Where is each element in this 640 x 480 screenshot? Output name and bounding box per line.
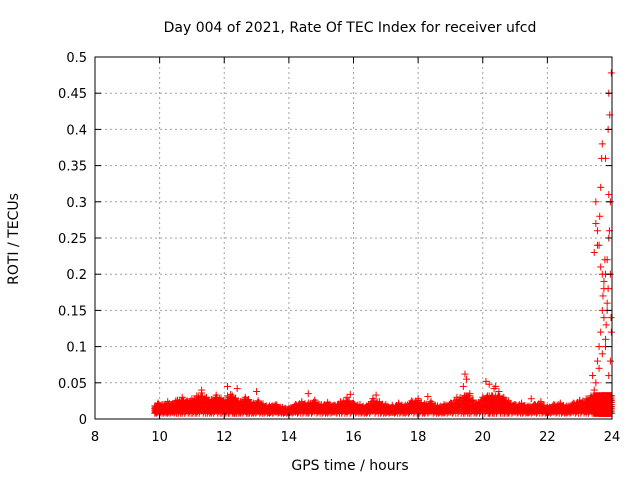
data-point — [600, 277, 608, 285]
data-point — [602, 335, 610, 343]
data-point — [527, 395, 535, 403]
baseline-point-cloud — [151, 392, 615, 417]
data-point — [198, 386, 206, 394]
data-point — [607, 328, 615, 336]
y-tick-label: 0.2 — [66, 268, 87, 283]
data-point — [223, 382, 231, 390]
data-point — [461, 370, 469, 378]
data-points — [151, 69, 615, 417]
x-tick-label: 8 — [91, 430, 99, 445]
data-point — [589, 372, 597, 380]
x-tick-label: 12 — [216, 430, 233, 445]
x-tick-label: 22 — [539, 430, 556, 445]
data-point — [593, 357, 601, 365]
x-tick-label: 14 — [281, 430, 298, 445]
y-tick-label: 0.45 — [58, 87, 87, 102]
data-point — [601, 256, 609, 264]
data-point — [346, 390, 354, 398]
data-point — [595, 343, 603, 351]
data-point — [599, 292, 607, 300]
data-point — [201, 394, 209, 402]
x-tick-label: 20 — [474, 430, 491, 445]
data-point — [424, 393, 432, 401]
data-point — [603, 299, 611, 307]
chart-title: Day 004 of 2021, Rate Of TEC Index for r… — [164, 20, 537, 36]
data-point — [253, 387, 261, 395]
y-axis-title: ROTI / TECUs — [6, 193, 22, 285]
data-point — [463, 375, 471, 383]
data-point — [605, 372, 613, 380]
x-tick-label: 18 — [410, 430, 427, 445]
y-tick-label: 0.4 — [66, 123, 87, 138]
data-point — [605, 191, 613, 199]
data-point — [592, 198, 600, 206]
data-point — [469, 396, 477, 404]
data-point — [492, 382, 500, 390]
data-point — [597, 328, 605, 336]
data-point — [598, 140, 606, 148]
data-point — [459, 382, 467, 390]
data-point — [593, 227, 601, 235]
x-axis-title: GPS time / hours — [291, 458, 408, 474]
data-point — [606, 357, 614, 365]
axis-ticks: 8 10 12 14 16 18 20 22 24 0 0.05 0.1 0.15 0.2 0.25 0.3 0… — [58, 51, 620, 445]
data-point — [602, 321, 610, 329]
y-tick-label: 0.35 — [58, 160, 87, 175]
data-point — [598, 350, 606, 358]
data-point — [590, 248, 598, 256]
data-point — [595, 364, 603, 372]
data-point — [598, 270, 606, 278]
y-tick-label: 0.05 — [58, 377, 87, 392]
data-point — [372, 391, 380, 399]
y-tick-label: 0 — [79, 413, 87, 428]
data-point — [233, 385, 241, 393]
data-point — [498, 394, 506, 402]
data-point — [215, 395, 223, 403]
data-point — [304, 390, 312, 398]
data-point — [592, 220, 600, 228]
data-point — [602, 154, 610, 162]
data-point — [466, 392, 474, 400]
data-point — [604, 285, 612, 293]
data-point — [607, 69, 615, 77]
y-tick-label: 0.5 — [66, 51, 87, 66]
x-tick-label: 16 — [345, 430, 362, 445]
data-point — [597, 183, 605, 191]
data-point — [597, 263, 605, 271]
data-point — [592, 379, 600, 387]
grid-lines — [95, 57, 612, 419]
y-tick-label: 0.15 — [58, 304, 87, 319]
data-point — [600, 314, 608, 322]
data-point — [607, 314, 615, 322]
data-point — [495, 387, 503, 395]
data-point — [485, 380, 493, 388]
y-tick-label: 0.25 — [58, 232, 87, 247]
data-point — [596, 212, 604, 220]
data-point — [482, 377, 490, 385]
data-point — [593, 241, 601, 249]
x-tick-label: 10 — [151, 430, 168, 445]
y-tick-label: 0.3 — [66, 196, 87, 211]
data-point — [590, 386, 598, 394]
y-tick-label: 0.1 — [66, 341, 87, 356]
x-tick-label: 24 — [604, 430, 621, 445]
